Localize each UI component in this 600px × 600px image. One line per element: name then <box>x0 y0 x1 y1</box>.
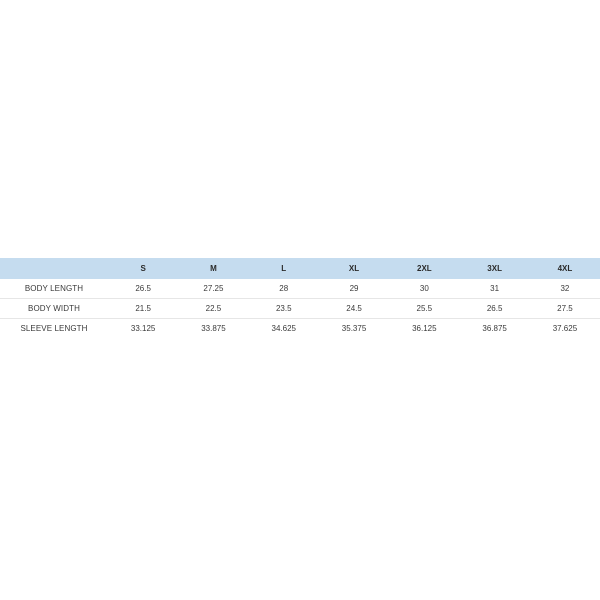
table-cell: 26.5 <box>486 304 503 313</box>
table-cell: 31 <box>490 284 500 293</box>
table-cell: 29 <box>349 284 359 293</box>
size-header-2xl: 2XL <box>417 264 432 273</box>
table-cell: 37.625 <box>552 324 578 333</box>
table-cell: 32 <box>560 284 570 293</box>
table-cell: 33.125 <box>130 324 156 333</box>
table-cell: 35.375 <box>341 324 367 333</box>
table-cell: 36.125 <box>412 324 437 333</box>
table-cell: 28 <box>279 284 289 293</box>
table-cell: 25.5 <box>416 304 433 313</box>
table-cell: 23.5 <box>275 304 292 313</box>
size-header-row: S M L XL 2XL 3XL 4XL <box>0 258 600 279</box>
table-cell: 34.625 <box>271 324 296 333</box>
table-cell: 22.5 <box>205 304 222 313</box>
size-header-3xl: 3XL <box>487 264 502 273</box>
table-cell: 33.875 <box>201 324 226 333</box>
row-label-sleeve-length: SLEEVE LENGTH <box>20 324 88 333</box>
size-header-4xl: 4XL <box>557 264 573 273</box>
size-chart-table: S M L XL 2XL 3XL 4XL BODY LENGTH 26.5 27… <box>0 258 600 338</box>
row-label-body-length: BODY LENGTH <box>24 284 84 293</box>
table-cell: 27.5 <box>557 304 573 313</box>
table-cell: 21.5 <box>135 304 151 313</box>
size-header-m: M <box>210 264 217 273</box>
table-cell: 24.5 <box>346 304 362 313</box>
table-cell: 26.5 <box>135 284 151 293</box>
table-cell: 30 <box>419 284 429 293</box>
size-header-s: S <box>140 264 146 273</box>
row-label-body-width: BODY WIDTH <box>28 304 80 313</box>
size-header-l: L <box>281 264 287 273</box>
table-cell: 36.875 <box>482 324 507 333</box>
size-header-xl: XL <box>348 264 360 273</box>
table-row-body-length: BODY LENGTH 26.5 27.25 28 29 30 31 32 <box>0 279 600 299</box>
table-cell: 27.25 <box>203 284 224 293</box>
header-corner-cell <box>0 258 108 279</box>
table-row-sleeve-length: SLEEVE LENGTH 33.125 33.875 34.625 35.37… <box>0 319 600 339</box>
table-row-body-width: BODY WIDTH 21.5 22.5 23.5 24.5 25.5 26.5… <box>0 299 600 319</box>
